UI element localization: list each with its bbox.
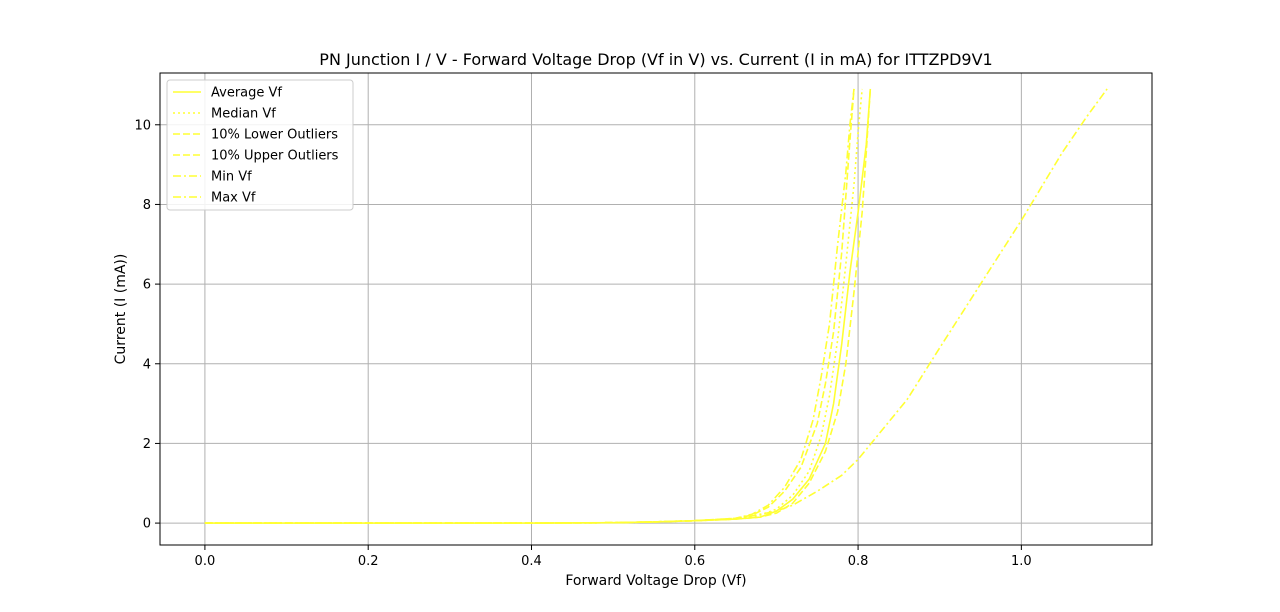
y-tick-label: 8 bbox=[143, 198, 151, 213]
chart-title: PN Junction I / V - Forward Voltage Drop… bbox=[319, 50, 992, 69]
legend-frame bbox=[166, 79, 354, 211]
legend-label: 10% Lower Outliers bbox=[211, 128, 338, 143]
series-line-2 bbox=[204, 88, 863, 524]
y-axis-label: Current (I (mA)) bbox=[113, 254, 129, 365]
legend-label: Average Vf bbox=[211, 86, 282, 101]
x-tick-label: 0.4 bbox=[521, 554, 542, 569]
ticks: 0.0 0.2 0.4 0.6 0.8 1.0 0 2 4 6 8 10 bbox=[134, 118, 1031, 569]
grid bbox=[160, 73, 1152, 545]
y-tick-label: 4 bbox=[143, 357, 151, 372]
legend-label: 10% Upper Outliers bbox=[211, 149, 339, 164]
x-tick-label: 0.6 bbox=[684, 554, 705, 569]
series-line-3 bbox=[204, 88, 855, 524]
legend-label: Min Vf bbox=[211, 170, 252, 185]
series-line-4 bbox=[204, 88, 872, 524]
x-tick-label: 1.0 bbox=[1011, 554, 1032, 569]
plot-frame bbox=[159, 72, 1153, 546]
x-tick-label: 0.2 bbox=[358, 554, 379, 569]
x-tick-label: 0.8 bbox=[848, 554, 869, 569]
x-axis-label: Forward Voltage Drop (Vf) bbox=[565, 573, 746, 589]
legend-label: Max Vf bbox=[211, 191, 256, 206]
y-tick-label: 6 bbox=[143, 278, 151, 293]
legend: Average Vf Median Vf 10% Lower Outliers 10%… bbox=[166, 79, 354, 211]
x-tick-label: 0.0 bbox=[195, 554, 216, 569]
y-tick-label: 2 bbox=[143, 437, 151, 452]
y-tick-label: 0 bbox=[143, 517, 151, 532]
series-line-6 bbox=[204, 88, 1108, 524]
y-tick-label: 10 bbox=[134, 118, 151, 133]
series-layer bbox=[204, 88, 1108, 524]
legend-label: Median Vf bbox=[211, 107, 276, 122]
